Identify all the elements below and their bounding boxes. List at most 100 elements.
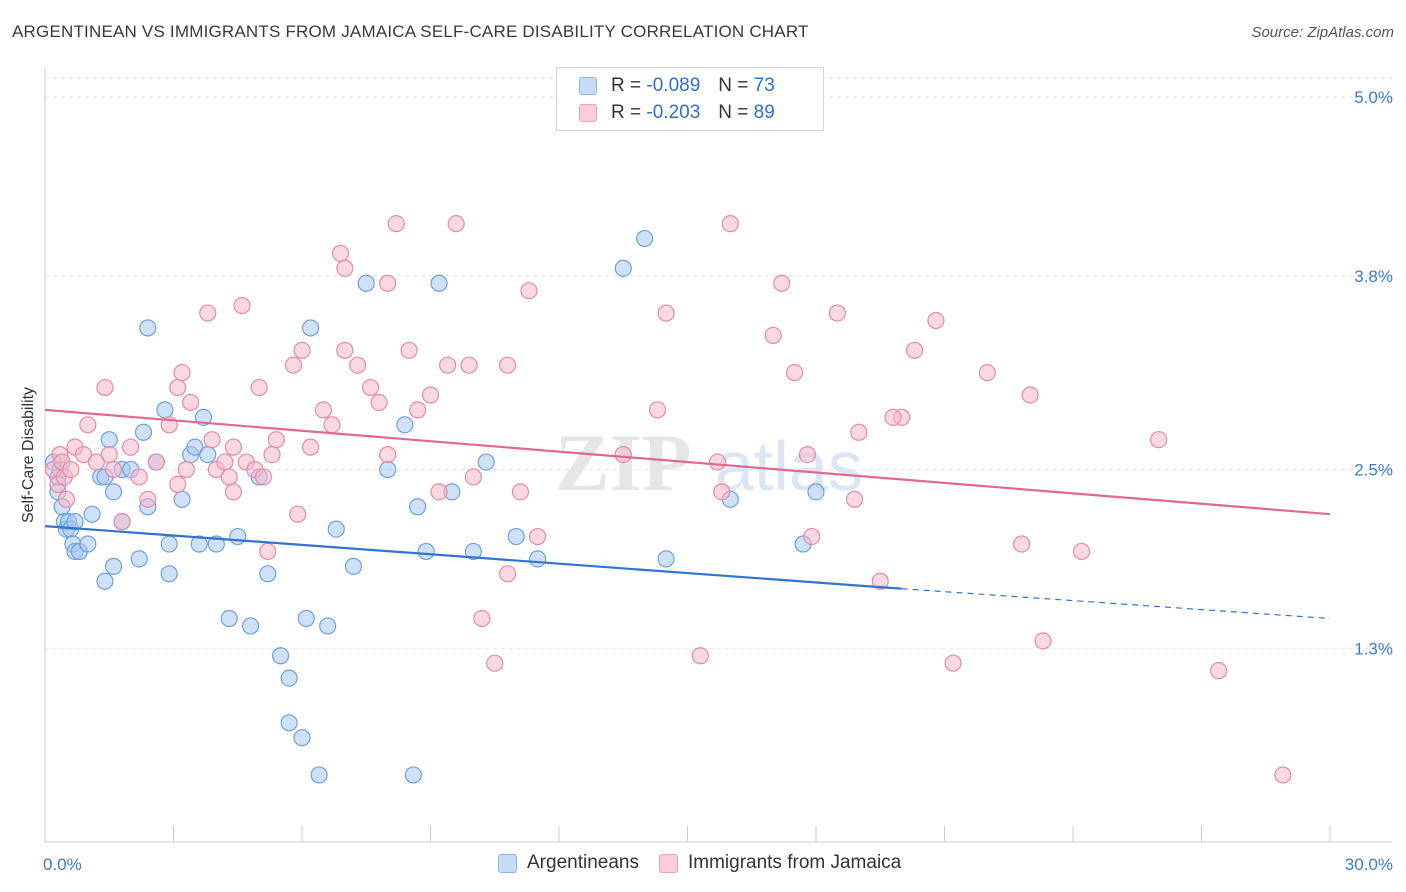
- point-jamaica: [62, 460, 80, 479]
- point-argentineans: [528, 550, 547, 568]
- point-jamaica: [336, 341, 354, 359]
- point-jamaica: [182, 393, 200, 412]
- point-argentineans: [280, 669, 298, 687]
- point-jamaica: [447, 215, 465, 233]
- point-argentineans: [293, 729, 311, 747]
- trendline-jamaica: [44, 408, 1331, 516]
- x-tick-label-min: 0.0%: [43, 855, 82, 874]
- point-jamaica: [177, 460, 195, 479]
- legend-r-label: R =: [611, 102, 642, 123]
- point-jamaica: [1012, 535, 1031, 553]
- legend-swatch-argentineans: [579, 77, 597, 95]
- point-jamaica: [499, 565, 517, 583]
- point-jamaica: [764, 326, 782, 344]
- y-tick-label: 1.3%: [1354, 639, 1393, 658]
- point-jamaica: [520, 282, 538, 300]
- legend-r-label: R =: [611, 75, 642, 96]
- y-tick-label: 5.0%: [1354, 88, 1393, 107]
- point-argentineans: [100, 431, 118, 449]
- point-argentineans: [130, 550, 148, 568]
- series-argentineans-points: [44, 95, 825, 784]
- point-jamaica: [387, 215, 405, 233]
- point-argentineans: [186, 438, 204, 456]
- point-jamaica: [79, 416, 97, 434]
- point-argentineans: [271, 647, 290, 665]
- point-jamaica: [113, 513, 131, 531]
- point-argentineans: [636, 229, 654, 248]
- y-axis-tick-labels: 1.3% 2.5% 3.8% 5.0%: [1354, 88, 1393, 658]
- point-jamaica: [400, 341, 418, 359]
- point-argentineans: [464, 542, 482, 561]
- point-argentineans: [220, 609, 238, 628]
- point-argentineans: [417, 542, 435, 561]
- point-argentineans: [507, 527, 525, 546]
- axes: [44, 68, 1392, 843]
- point-jamaica: [224, 438, 243, 456]
- legend-item-jamaica: Immigrants from Jamaica: [658, 852, 901, 874]
- point-jamaica: [370, 393, 388, 412]
- point-argentineans: [477, 453, 495, 471]
- point-jamaica: [87, 453, 106, 471]
- point-jamaica: [263, 446, 281, 464]
- series-jamaica-points: [44, 215, 1292, 784]
- point-jamaica: [224, 483, 243, 501]
- x-tick-label-max: 30.0%: [1345, 855, 1393, 874]
- legend-label-argentineans: Argentineans: [527, 852, 639, 873]
- point-jamaica: [139, 490, 157, 508]
- point-jamaica: [473, 609, 491, 628]
- series-legend: Argentineans Immigrants from Jamaica: [498, 852, 921, 874]
- point-jamaica: [409, 401, 427, 419]
- point-jamaica: [122, 438, 140, 456]
- y-axis-label: Self-Care Disability: [20, 387, 37, 523]
- point-argentineans: [396, 416, 414, 434]
- point-argentineans: [229, 527, 247, 546]
- point-argentineans: [404, 766, 422, 784]
- point-argentineans: [96, 572, 114, 590]
- correlation-legend: R = -0.089 N = 73 R = -0.203 N = 89: [556, 67, 824, 131]
- point-jamaica: [331, 244, 350, 263]
- point-jamaica: [978, 364, 996, 382]
- point-jamaica: [220, 468, 238, 486]
- trend-lines: [44, 408, 1331, 620]
- legend-n-value: 89: [753, 102, 775, 123]
- point-jamaica: [905, 341, 924, 359]
- legend-swatch-jamaica: [658, 853, 678, 873]
- point-jamaica: [785, 364, 804, 382]
- point-jamaica: [421, 386, 440, 404]
- point-jamaica: [773, 274, 791, 292]
- point-jamaica: [169, 378, 187, 397]
- point-jamaica: [528, 527, 547, 546]
- point-jamaica: [614, 446, 632, 464]
- point-argentineans: [104, 557, 123, 575]
- legend-r-value: -0.203: [646, 102, 701, 123]
- point-jamaica: [199, 304, 217, 322]
- point-jamaica: [289, 505, 307, 523]
- grid-lines: [45, 77, 1392, 649]
- point-jamaica: [439, 356, 457, 374]
- y-tick-label: 2.5%: [1354, 461, 1393, 480]
- point-jamaica: [284, 356, 303, 374]
- point-jamaica: [57, 490, 76, 508]
- legend-r-value: -0.089: [646, 75, 701, 96]
- point-jamaica: [259, 542, 277, 561]
- point-jamaica: [499, 356, 517, 374]
- point-argentineans: [160, 565, 178, 583]
- point-jamaica: [721, 215, 739, 233]
- point-jamaica: [203, 431, 221, 449]
- point-argentineans: [134, 423, 153, 441]
- point-jamaica: [74, 446, 93, 464]
- legend-swatch-argentineans: [498, 853, 517, 873]
- point-argentineans: [807, 483, 825, 501]
- point-jamaica: [250, 378, 268, 397]
- point-argentineans: [297, 609, 315, 628]
- point-argentineans: [344, 557, 362, 575]
- point-argentineans: [379, 460, 397, 479]
- point-jamaica: [871, 572, 889, 590]
- point-jamaica: [430, 483, 448, 501]
- point-argentineans: [280, 714, 298, 732]
- point-argentineans: [357, 274, 375, 292]
- point-jamaica: [713, 483, 731, 501]
- trendline-argentineans: [44, 525, 902, 590]
- trendline-argentineans-extension: [901, 588, 1331, 620]
